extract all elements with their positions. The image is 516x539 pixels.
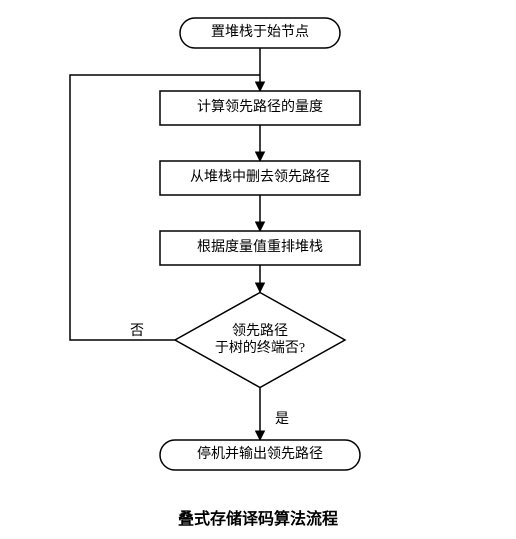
caption: 叠式存储译码算法流程 [108,505,408,529]
node-label-end: 停机并输出领先路径 [165,446,355,464]
node-label-decide: 领先路径 于树的终端否? [180,323,340,358]
edge-label-eYes: 是 [275,408,289,428]
edge-label-eNo: 否 [130,320,144,340]
node-label-sort: 根据度量值重排堆栈 [165,239,355,257]
node-label-start: 置堆栈于始节点 [185,24,335,42]
flowchart-canvas: 是 否 置堆栈于始节点计算领先路径的量度从堆栈中删去领先路径根据度量值重排堆栈领先路… [0,0,516,539]
node-label-remove: 从堆栈中删去领先路径 [165,169,355,187]
node-label-calc: 计算领先路径的量度 [165,99,355,117]
